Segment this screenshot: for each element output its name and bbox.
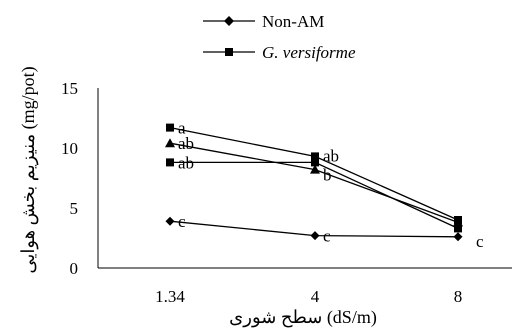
data-point [166,123,174,132]
legend: Non-AM G. versiforme [203,12,356,62]
data-point [454,224,462,233]
x-tick-label: 1.34 [155,287,185,306]
x-tick-labels: 1.34 4 8 [155,287,462,306]
series-1 [166,123,462,224]
point-label: c [323,227,331,246]
point-label: c [178,212,186,231]
y-tick-label: 15 [61,79,78,98]
x-tick-label: 4 [311,287,320,306]
y-tick-label: 10 [61,139,78,158]
legend-label-non-am: Non-AM [262,12,324,31]
data-point [165,138,175,148]
series-3 [166,158,462,233]
point-label: c [476,232,484,251]
point-label: ab [178,153,194,172]
data-point [311,152,319,161]
legend-marker-non-am [224,16,234,26]
legend-entry-g-versiforme: G. versiforme [203,43,356,62]
legend-label-g-versiforme: G. versiforme [262,43,356,62]
data-point [166,158,174,167]
axes [97,88,512,269]
point-label: b [323,166,332,185]
point-label: ab [323,146,339,165]
data-point [310,231,320,241]
data-point [311,158,319,167]
y-tick-labels: 0 5 10 15 [61,79,78,278]
legend-marker-g-versiforme [225,48,233,56]
x-tick-label: 8 [454,287,463,306]
y-tick-label: 5 [70,199,79,218]
point-label: a [178,119,186,138]
data-point [453,232,463,242]
y-axis-title: منیزیم بخش هوایی (mg/pot) [18,66,39,273]
legend-entry-non-am: Non-AM [203,12,324,31]
point-label: ab [178,134,194,153]
series-0 [165,216,463,242]
x-axis-title: سطح شوری (dS/m) [229,307,377,328]
data-point [165,216,175,226]
y-tick-label: 0 [70,259,79,278]
series-layer [165,123,463,242]
data-point [453,217,463,227]
data-point [310,164,320,174]
series-2 [165,138,463,227]
